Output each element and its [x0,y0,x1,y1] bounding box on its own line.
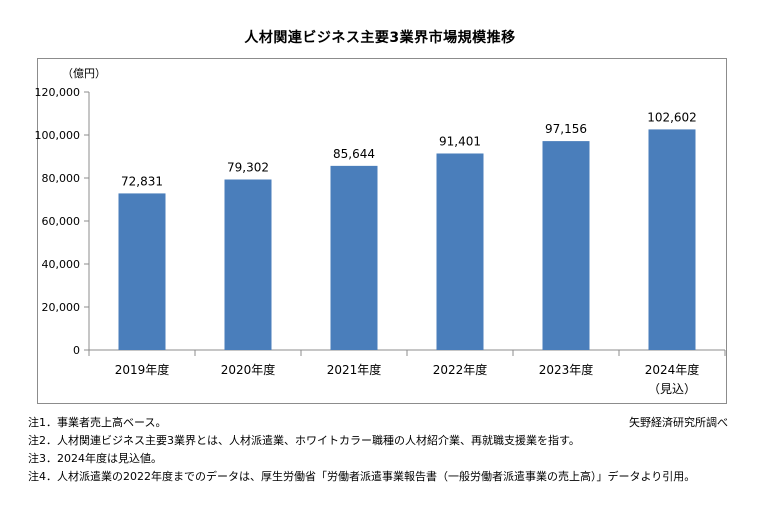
bar [542,141,590,350]
bar [648,129,696,350]
bar [330,165,378,350]
data-label: 85,644 [333,147,375,161]
chart-frame [37,58,727,404]
note-2: 注2．人材関連ビジネス主要3業界とは、人材派遣業、ホワイトカラー職種の人材紹介業… [28,434,580,447]
bar [118,193,166,350]
x-tick-label: 2022年度 [433,362,488,377]
x-tick-label: 2024年度 [645,362,700,377]
y-tick-label: 80,000 [42,172,81,185]
data-label: 102,602 [647,110,697,124]
x-tick-label: 2019年度 [115,362,170,377]
y-tick-label: 0 [73,344,80,357]
x-tick-label: 2020年度 [221,362,276,377]
note-1: 注1．事業者売上高ベース。 [28,416,167,429]
y-tick-label: 60,000 [42,215,81,228]
x-tick-label: 2021年度 [327,362,382,377]
x-tick-sublabel: （見込） [648,382,696,396]
y-tick-label: 20,000 [42,301,81,314]
note-3: 注3．2024年度は見込値。 [28,452,162,465]
data-label: 91,401 [439,134,481,148]
bar [224,179,272,350]
y-axis-unit-label: （億円） [62,67,106,80]
note-4: 注4．人材派遣業の2022年度までのデータは、厚生労働省「労働者派遣事業報告書（… [28,470,696,483]
bar [436,153,484,350]
chart-title: 人材関連ビジネス主要3業界市場規模推移 [244,30,516,46]
data-label: 97,156 [545,122,587,136]
y-tick-label: 100,000 [35,129,81,142]
y-tick-label: 120,000 [35,86,81,99]
data-label: 79,302 [227,161,269,175]
x-tick-label: 2023年度 [539,362,594,377]
y-tick-label: 40,000 [42,258,81,271]
source-credit: 矢野経済研究所調べ [629,416,728,429]
data-label: 72,831 [121,174,163,188]
